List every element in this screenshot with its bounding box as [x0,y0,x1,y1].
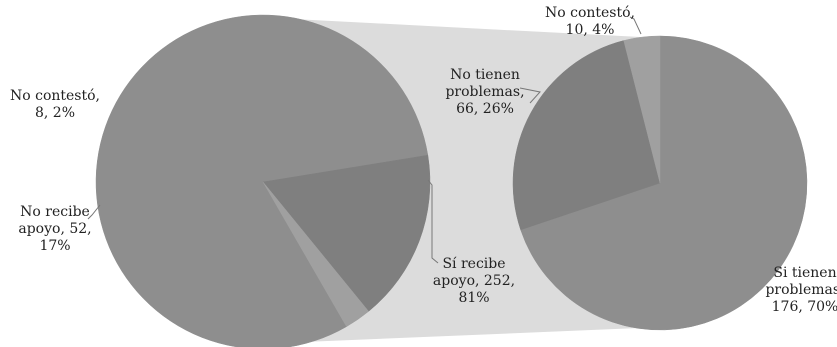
data-label-line: No tienen [450,67,520,83]
data-label-line: 66, 26% [456,101,514,117]
leader-line-no-recibe-apoyo [87,204,101,220]
data-label-no-recibe-apoyo: No recibe apoyo, 52, 17% [18,204,91,254]
data-label-line: 81% [458,290,489,306]
data-label-line: No contestó, [10,88,100,104]
data-label-line: 176, 70% [772,299,837,315]
data-label-line: problemas, [445,84,524,100]
secondary-slice-no-contesto [623,35,661,184]
data-label-no-contesto: No contestó, 8, 2% [10,88,100,121]
data-label-no-contesto: No contestó, 10, 4% [545,5,635,38]
data-label-line: Sí recibe [442,256,505,272]
data-label-line: apoyo, 52, [18,221,91,237]
data-label-line: problemas, [765,282,837,298]
secondary-pie [512,35,808,331]
secondary-slice-no-tienen-problemas [512,40,661,231]
data-label-line: 8, 2% [35,105,75,121]
data-label-line: No recibe [20,204,90,220]
primary-slice-no-recibe-apoyo [262,154,431,312]
leader-line-no-tienen-problemas [519,87,541,104]
data-labels: Sí recibe apoyo, 252, 81% No recibe apoyo, 5… [10,5,837,315]
data-label-line: apoyo, 252, [433,273,515,289]
data-label-line: 17% [39,238,70,254]
leader-lines [87,16,642,264]
data-label-line: Si tienen [773,265,836,281]
data-label-line: No contestó, [545,5,635,21]
primary-slice-no-contesto [262,181,369,327]
data-label-no-tienen-problemas: No tienen problemas, 66, 26% [445,67,524,117]
primary-slice-si-recibe-apoyo [95,14,429,347]
primary-pie [95,14,431,347]
data-label-si-recibe-apoyo: Sí recibe apoyo, 252, 81% [433,256,515,306]
data-label-si-tienen-problemas: Si tienen problemas, 176, 70% [765,265,837,315]
data-label-line: 10, 4% [566,22,615,38]
secondary-slice-si-tienen-problemas [520,35,808,331]
leader-line-si-recibe-apoyo [427,179,439,264]
leader-line-no-contesto [629,16,642,35]
